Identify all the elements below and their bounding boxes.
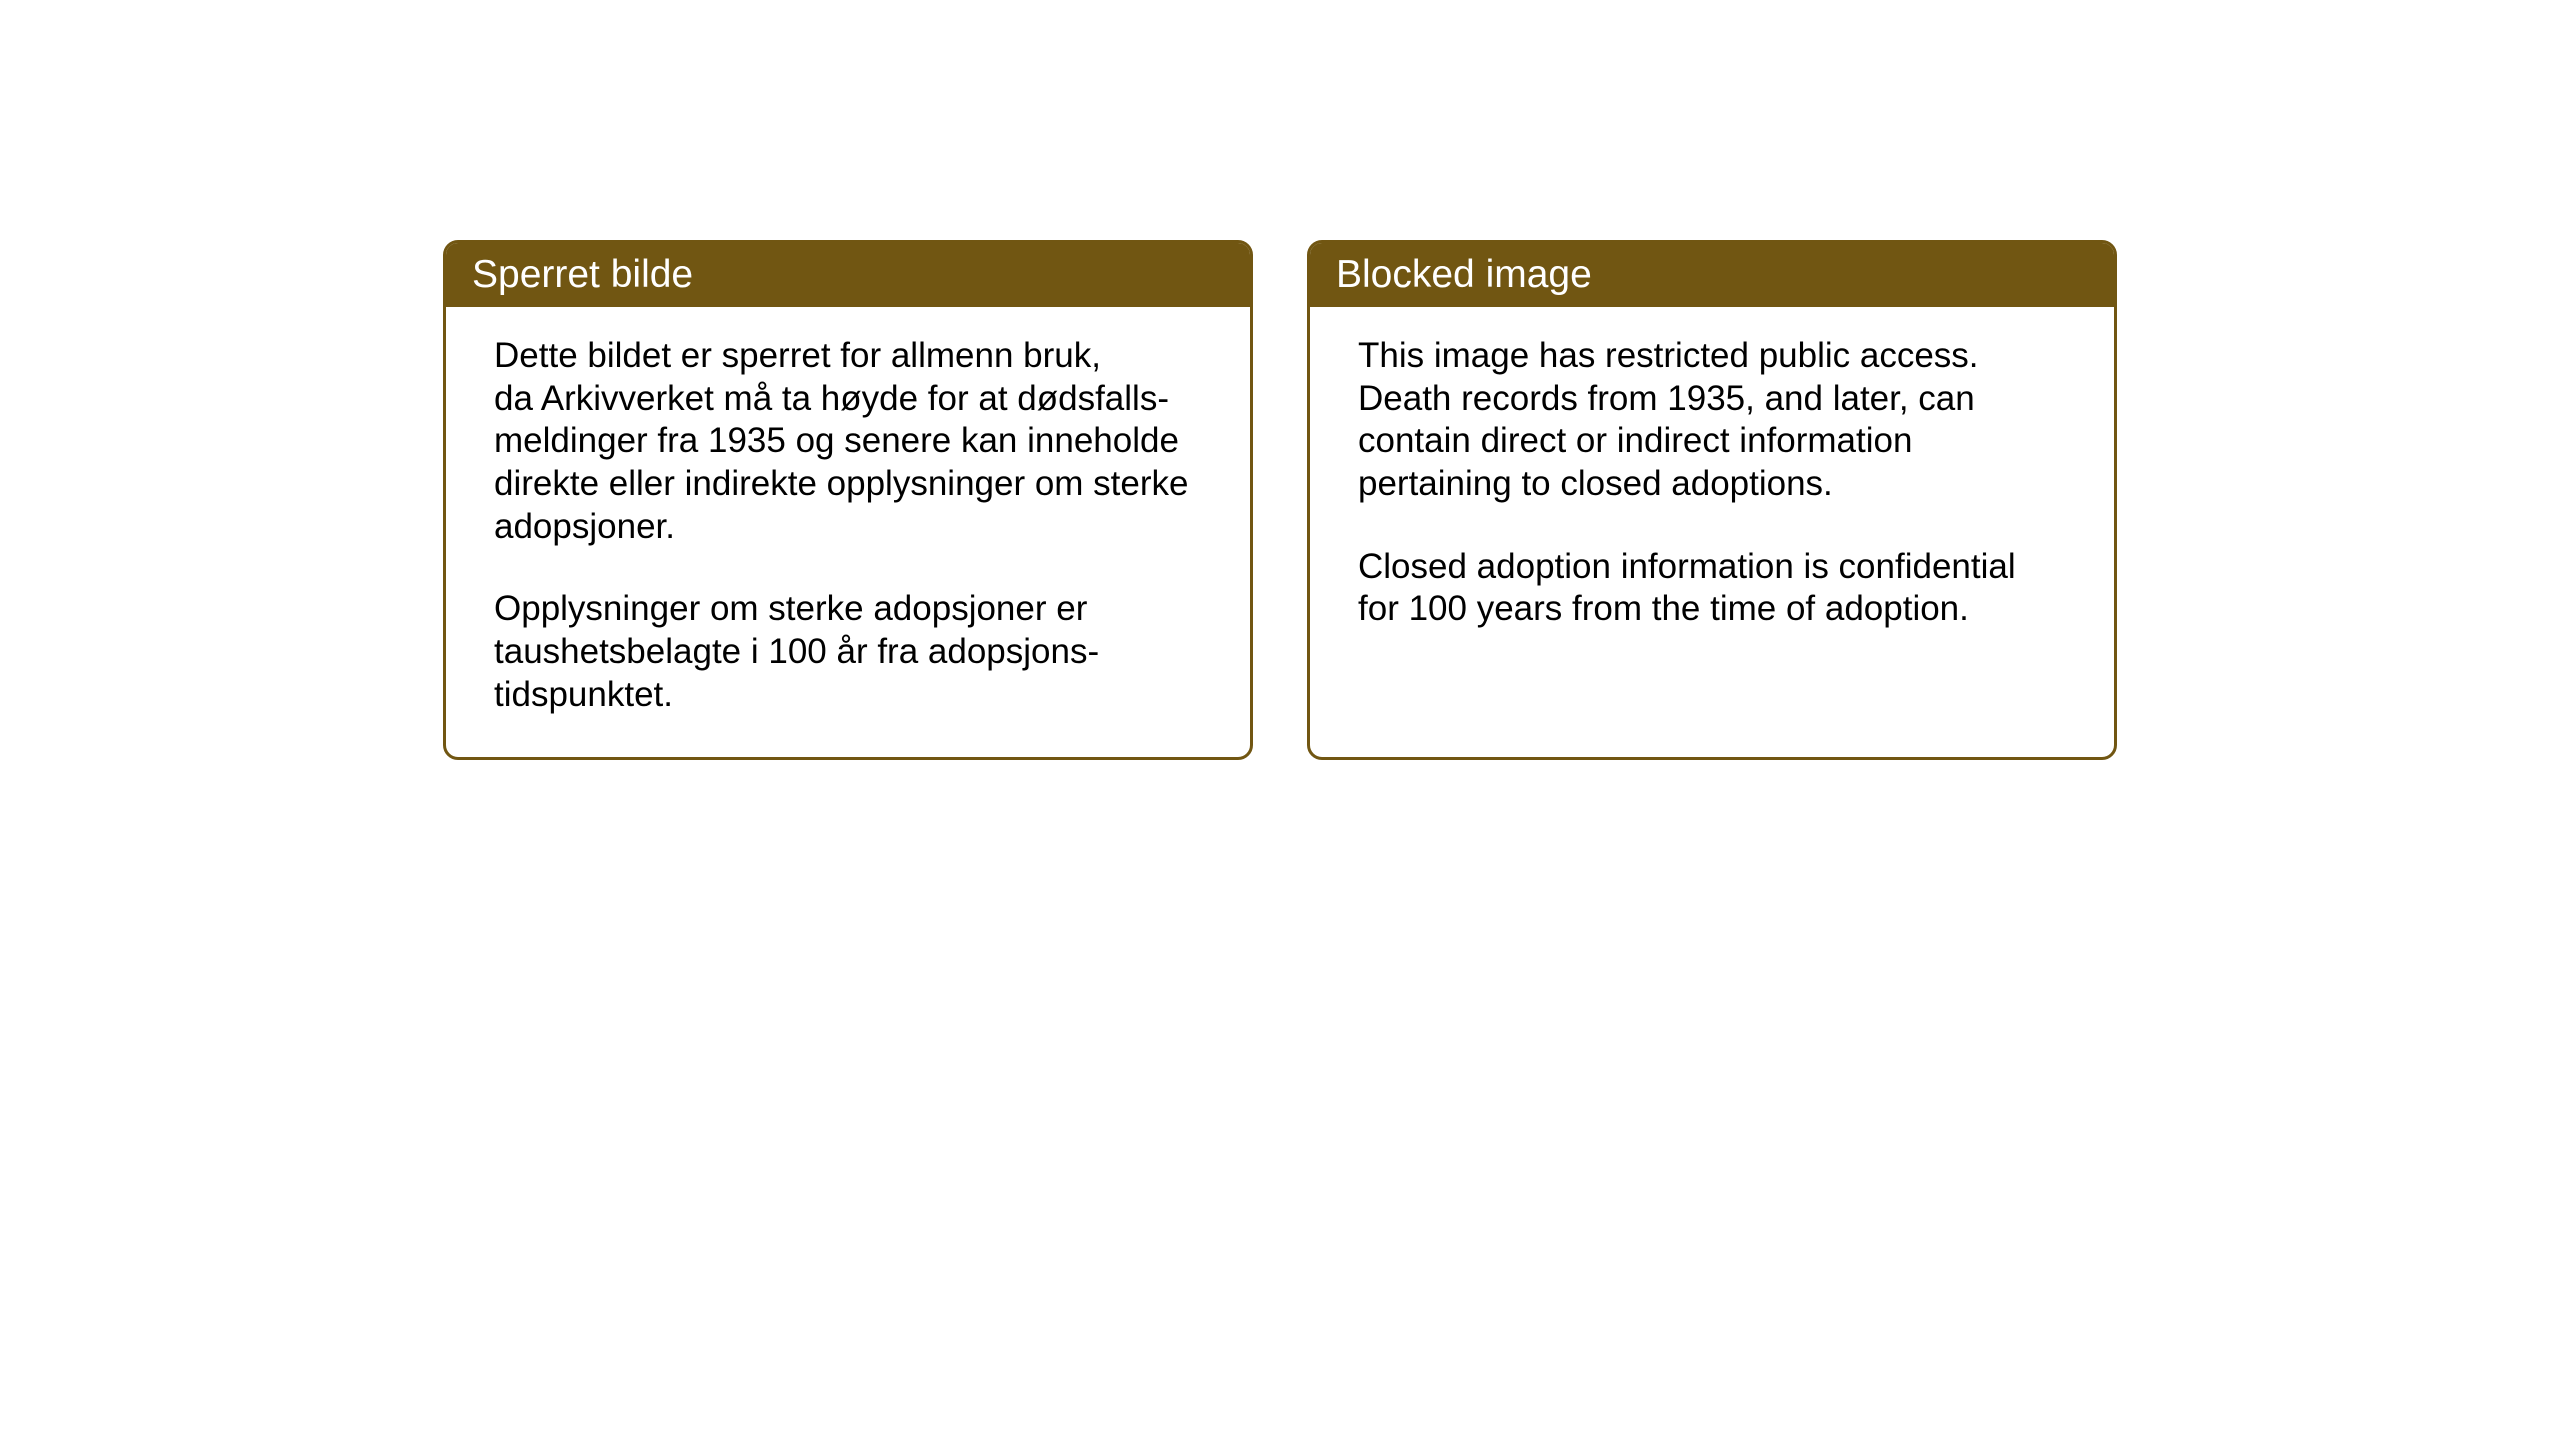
text-line: Closed adoption information is confident… (1358, 546, 2066, 589)
notice-paragraph-1: This image has restricted public access.… (1358, 335, 2066, 506)
text-line: for 100 years from the time of adoption. (1358, 588, 2066, 631)
notice-box-english: Blocked image This image has restricted … (1307, 240, 2117, 760)
notice-body-norwegian: Dette bildet er sperret for allmenn bruk… (446, 307, 1250, 757)
notice-paragraph-2: Opplysninger om sterke adopsjoner er tau… (494, 588, 1202, 716)
text-line: Dette bildet er sperret for allmenn bruk… (494, 335, 1202, 378)
text-line: direkte eller indirekte opplysninger om … (494, 463, 1202, 506)
notices-container: Sperret bilde Dette bildet er sperret fo… (443, 240, 2117, 760)
notice-body-english: This image has restricted public access.… (1310, 307, 2114, 671)
text-line: meldinger fra 1935 og senere kan innehol… (494, 420, 1202, 463)
notice-paragraph-1: Dette bildet er sperret for allmenn bruk… (494, 335, 1202, 548)
notice-header-english: Blocked image (1310, 243, 2114, 307)
text-line: Opplysninger om sterke adopsjoner er (494, 588, 1202, 631)
text-line: This image has restricted public access. (1358, 335, 2066, 378)
text-line: da Arkivverket må ta høyde for at dødsfa… (494, 378, 1202, 421)
text-line: pertaining to closed adoptions. (1358, 463, 2066, 506)
notice-header-norwegian: Sperret bilde (446, 243, 1250, 307)
text-line: contain direct or indirect information (1358, 420, 2066, 463)
text-line: tidspunktet. (494, 674, 1202, 717)
text-line: adopsjoner. (494, 506, 1202, 549)
notice-paragraph-2: Closed adoption information is confident… (1358, 546, 2066, 631)
text-line: Death records from 1935, and later, can (1358, 378, 2066, 421)
notice-box-norwegian: Sperret bilde Dette bildet er sperret fo… (443, 240, 1253, 760)
text-line: taushetsbelagte i 100 år fra adopsjons- (494, 631, 1202, 674)
